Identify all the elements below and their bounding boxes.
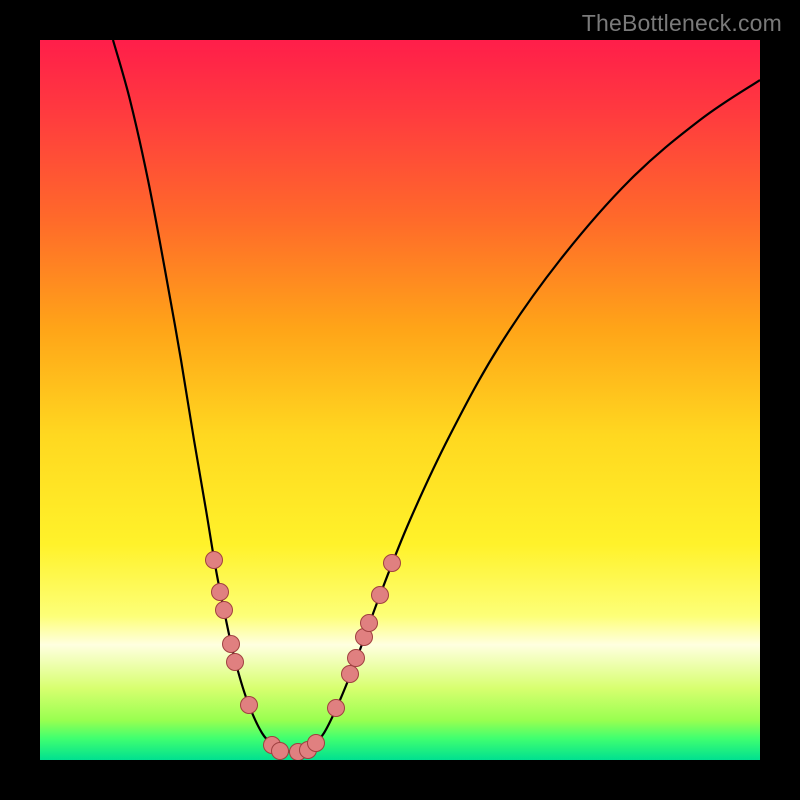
- marker-point: [223, 636, 240, 653]
- chart-container: TheBottleneck.com: [0, 0, 800, 800]
- marker-point: [308, 735, 325, 752]
- marker-point: [372, 587, 389, 604]
- marker-point: [206, 552, 223, 569]
- marker-point: [216, 602, 233, 619]
- marker-point: [241, 697, 258, 714]
- marker-point: [384, 555, 401, 572]
- gradient-rect: [40, 40, 760, 760]
- marker-point: [272, 743, 289, 760]
- marker-point: [328, 700, 345, 717]
- marker-point: [212, 584, 229, 601]
- marker-point: [227, 654, 244, 671]
- chart-svg: [40, 40, 760, 760]
- watermark-text: TheBottleneck.com: [582, 10, 782, 37]
- marker-point: [361, 615, 378, 632]
- marker-point: [348, 650, 365, 667]
- plot-area: [40, 40, 760, 760]
- marker-point: [342, 666, 359, 683]
